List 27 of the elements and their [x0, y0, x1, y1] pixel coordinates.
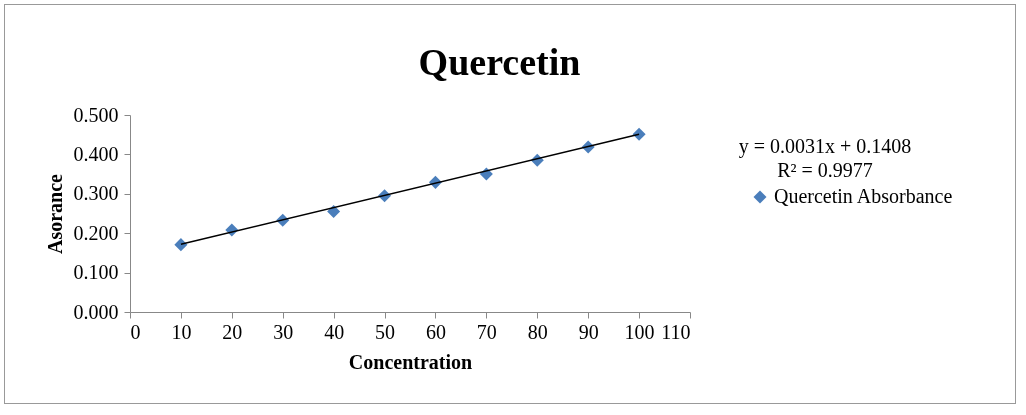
x-axis-title: Concentration	[348, 350, 473, 373]
text: R² = 0.9977	[777, 159, 873, 181]
x-tick-label: 110	[661, 320, 691, 343]
x-tick-label: 40	[324, 320, 345, 343]
x-tick-label: 80	[527, 320, 548, 343]
y-tick-label: 0.500	[73, 103, 119, 126]
x-tick-label: 10	[171, 320, 192, 343]
x-tick-label: 50	[375, 320, 396, 343]
x-tick-label: 30	[273, 320, 294, 343]
point	[174, 238, 188, 252]
y-tick-label: 0.100	[73, 261, 119, 284]
x-tick-label: 90	[578, 320, 599, 343]
y-tick-label: 0.400	[73, 142, 119, 165]
x-tick-label: 0	[130, 320, 141, 343]
text: y = 0.0031x + 0.1408	[738, 135, 912, 158]
y-tick-label: 0.200	[73, 221, 119, 244]
x-tick-label: 60	[425, 320, 446, 343]
y-axis-title: Asorance	[43, 173, 66, 254]
legend-label: Quercetin Absorbance	[774, 185, 953, 207]
point	[327, 205, 341, 219]
x-tick-label: 100	[624, 320, 655, 343]
chart-title: Quercetin	[418, 41, 581, 83]
point	[632, 127, 646, 141]
x-tick-label: 20	[222, 320, 243, 343]
y-tick-label: 0.000	[73, 300, 119, 323]
y-tick-label: 0.300	[73, 182, 119, 205]
x-tick-label: 70	[476, 320, 497, 343]
